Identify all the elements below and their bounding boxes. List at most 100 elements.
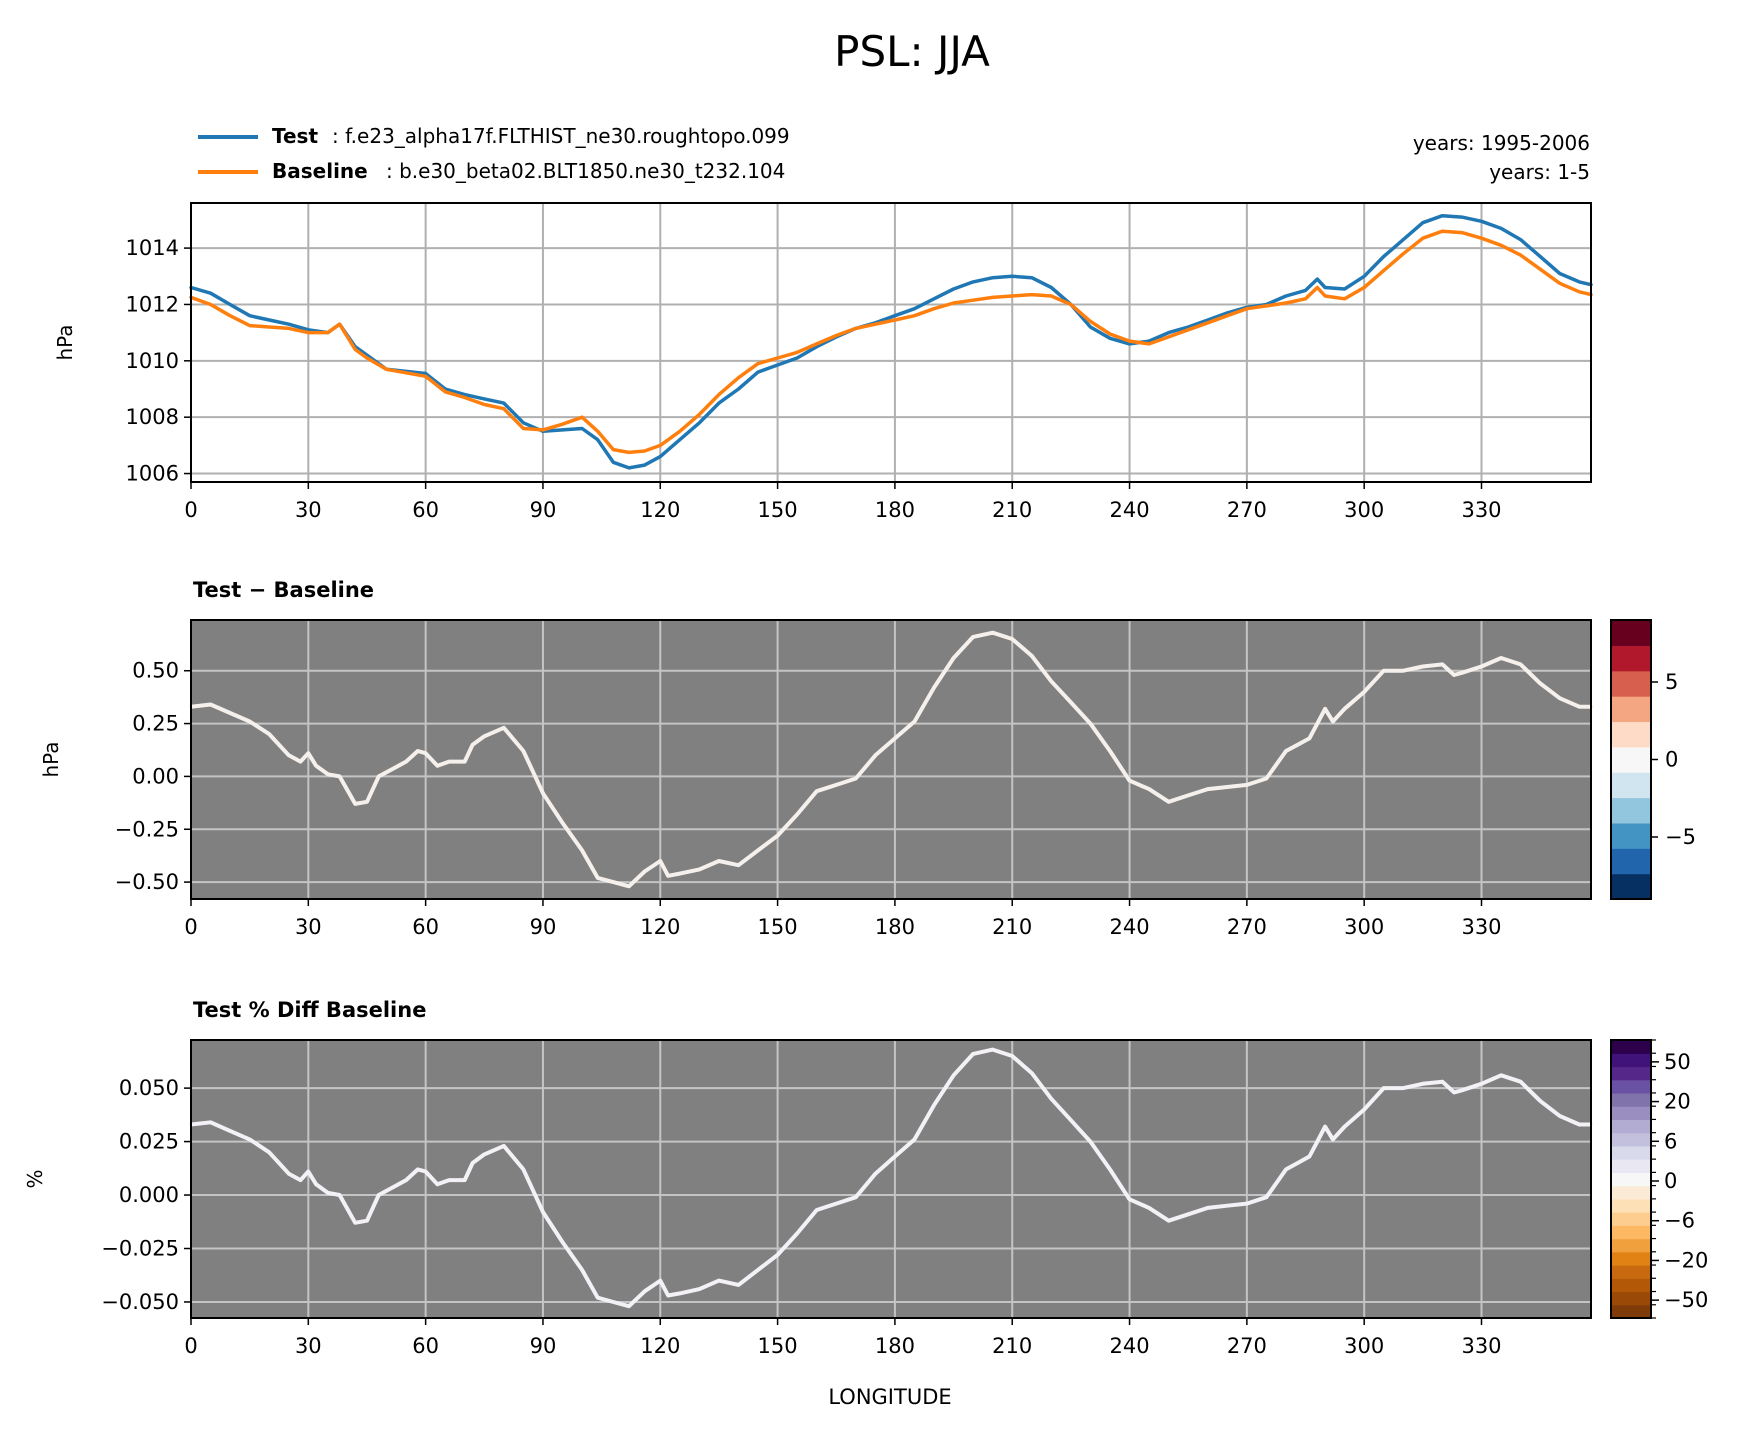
colorbar-segment bbox=[1611, 1040, 1651, 1054]
colorbar-segment bbox=[1611, 1053, 1651, 1068]
colorbar-tick-label: 0 bbox=[1665, 748, 1678, 772]
y-tick-label: 1006 bbox=[126, 462, 179, 486]
legend-baseline-key: Baseline bbox=[272, 159, 368, 183]
colorbar-tick-label: −6 bbox=[1664, 1209, 1695, 1233]
x-tick-label: 210 bbox=[992, 1334, 1032, 1358]
colorbar-segment bbox=[1611, 1304, 1651, 1319]
plot-background bbox=[191, 620, 1591, 899]
x-tick-label: 30 bbox=[295, 1334, 322, 1358]
y-tick-label: 0.025 bbox=[119, 1130, 179, 1154]
x-tick-label: 210 bbox=[992, 498, 1032, 522]
colorbar-segment bbox=[1611, 822, 1651, 849]
figure-title: PSL: JJA bbox=[834, 27, 990, 76]
x-tick-label: 90 bbox=[530, 915, 557, 939]
x-tick-label: 300 bbox=[1344, 1334, 1384, 1358]
colorbar-segment bbox=[1611, 1238, 1651, 1253]
x-tick-label: 300 bbox=[1344, 498, 1384, 522]
y-tick-label: 0.050 bbox=[119, 1076, 179, 1100]
colorbar-segment bbox=[1611, 1225, 1651, 1240]
x-tick-label: 90 bbox=[530, 1334, 557, 1358]
legend-baseline-label: : b.e30_beta02.BLT1850.ne30_t232.104 bbox=[386, 159, 785, 183]
colorbar-frame bbox=[1610, 1039, 1652, 1319]
x-tick-label: 240 bbox=[1110, 915, 1150, 939]
y-tick-label: −0.050 bbox=[101, 1290, 179, 1314]
x-tick-label: 90 bbox=[530, 498, 557, 522]
x-tick-label: 210 bbox=[992, 915, 1032, 939]
x-tick-label: 60 bbox=[412, 498, 439, 522]
colorbar-segment bbox=[1611, 1278, 1651, 1293]
y-tick-label: 1010 bbox=[126, 349, 179, 373]
colorbar-tick-label: 6 bbox=[1664, 1129, 1677, 1153]
colorbar-tick-label: 0 bbox=[1664, 1169, 1677, 1193]
colorbar-segment bbox=[1611, 1079, 1651, 1094]
x-tick-label: 270 bbox=[1227, 1334, 1267, 1358]
series-line-1 bbox=[189, 630, 1593, 889]
y-tick-label: 1012 bbox=[126, 292, 179, 316]
colorbar-segment bbox=[1611, 873, 1651, 900]
colorbar-segment bbox=[1611, 670, 1651, 697]
colorbar-segment bbox=[1611, 1265, 1651, 1279]
colorbar-segment bbox=[1611, 696, 1651, 723]
legend: Test : f.e23_alpha17f.FLTHIST_ne30.rough… bbox=[198, 124, 790, 183]
x-tick-label: 300 bbox=[1344, 915, 1384, 939]
panel-title: Test % Diff Baseline bbox=[193, 998, 426, 1022]
x-tick-label: 60 bbox=[412, 1334, 439, 1358]
legend-test-key: Test bbox=[272, 124, 318, 148]
colorbar-segment bbox=[1611, 645, 1651, 672]
colorbar-segment bbox=[1611, 1185, 1651, 1200]
plot-frame bbox=[190, 619, 1592, 900]
colorbar: −5 0 5 bbox=[1610, 619, 1696, 900]
x-tick-label: 30 bbox=[295, 915, 322, 939]
x-tick-label: 270 bbox=[1227, 915, 1267, 939]
colorbar-segment bbox=[1611, 1172, 1651, 1187]
x-tick-label: 240 bbox=[1110, 498, 1150, 522]
y-tick-label: −0.025 bbox=[101, 1237, 179, 1261]
colorbar-segment bbox=[1611, 1132, 1651, 1147]
x-tick-label: 150 bbox=[758, 498, 798, 522]
y-tick-label: −0.25 bbox=[115, 817, 179, 841]
colorbar-segment bbox=[1611, 1106, 1651, 1121]
y-tick-label: 0.50 bbox=[132, 659, 179, 683]
y-axis-label: hPa bbox=[39, 741, 63, 777]
colorbar-tick-label: 5 bbox=[1665, 670, 1678, 694]
x-tick-label: 180 bbox=[875, 915, 915, 939]
plot-frame bbox=[190, 1039, 1592, 1319]
series-line-1 bbox=[189, 213, 1593, 470]
colorbar-tick-label: −50 bbox=[1664, 1288, 1708, 1312]
panel-2: 0 30 60 90 120 150 180 210 240 270 300 330 −0.50 −0.2… bbox=[39, 578, 1696, 939]
x-tick-label: 150 bbox=[758, 915, 798, 939]
colorbar-segment bbox=[1611, 1291, 1651, 1306]
colorbar-segment bbox=[1611, 620, 1651, 646]
plot-background bbox=[191, 1040, 1591, 1318]
colorbar-tick-label: 50 bbox=[1664, 1050, 1691, 1074]
y-tick-label: 0.25 bbox=[132, 712, 179, 736]
x-tick-label: 150 bbox=[758, 1334, 798, 1358]
panels: 0 30 60 90 120 150 180 210 240 270 300 330100610081… bbox=[23, 202, 1708, 1358]
x-tick-label: 60 bbox=[412, 915, 439, 939]
colorbar-segment bbox=[1611, 721, 1651, 748]
y-tick-label: 0.00 bbox=[132, 764, 179, 788]
x-tick-label: 120 bbox=[640, 1334, 680, 1358]
x-tick-label: 240 bbox=[1110, 1334, 1150, 1358]
years-test: years: 1995-2006 bbox=[1413, 131, 1590, 155]
colorbar-segment bbox=[1611, 1159, 1651, 1173]
x-tick-label: 0 bbox=[184, 915, 197, 939]
colorbar-segment bbox=[1611, 1066, 1651, 1081]
x-tick-label: 0 bbox=[184, 1334, 197, 1358]
colorbar-tick-label: −20 bbox=[1664, 1248, 1708, 1272]
x-tick-label: 330 bbox=[1461, 498, 1501, 522]
colorbar-segment bbox=[1611, 1198, 1651, 1213]
colorbar-segment bbox=[1611, 1145, 1651, 1160]
y-tick-label: 1014 bbox=[126, 236, 179, 260]
colorbar-tick-label: 20 bbox=[1664, 1090, 1691, 1114]
colorbar-segment bbox=[1611, 1092, 1651, 1107]
x-tick-label: 120 bbox=[640, 498, 680, 522]
x-tick-label: 120 bbox=[640, 915, 680, 939]
colorbar-segment bbox=[1611, 1119, 1651, 1134]
series-line-2 bbox=[189, 229, 1593, 455]
panel-3: 0 30 60 90 120 150 180 210 240 270 300 330−0.050−0.… bbox=[23, 998, 1708, 1358]
y-axis-label: % bbox=[23, 1169, 47, 1188]
y-axis-label: hPa bbox=[53, 324, 77, 360]
series-line-1 bbox=[189, 1047, 1593, 1309]
